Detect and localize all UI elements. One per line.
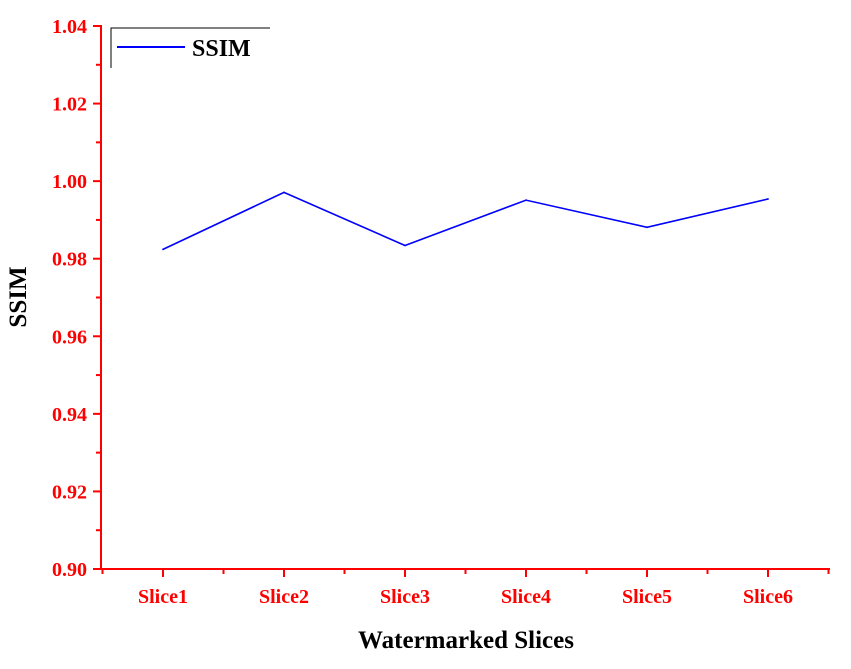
data-point (525, 199, 527, 202)
x-tick-label: Slice5 (622, 586, 672, 608)
y-axis-ticks: 0.90 0.92 0.94 0.96 0.98 1.00 1.02 1.04 (52, 16, 101, 581)
data-point (404, 244, 406, 247)
data-point (646, 226, 648, 229)
x-axis-title: Watermarked Slices (358, 627, 574, 654)
x-tick-label: Slice2 (259, 586, 309, 608)
x-tick-label: Slice6 (743, 586, 793, 608)
y-tick-label: 1.04 (52, 16, 87, 38)
legend-frame (110, 27, 270, 68)
series-line-ssim (162, 191, 769, 251)
data-point (162, 248, 164, 251)
y-tick-label: 0.94 (52, 404, 87, 426)
x-tick-label: Slice4 (501, 586, 551, 608)
y-tick-label: 0.98 (52, 249, 87, 271)
x-tick-label: Slice1 (138, 586, 188, 608)
data-point (767, 198, 769, 200)
y-tick-label: 0.92 (52, 481, 87, 503)
legend: SSIM (110, 27, 270, 68)
y-tick-label: 1.00 (52, 171, 87, 193)
x-tick-label: Slice3 (380, 586, 430, 608)
y-tick-label: 0.96 (52, 326, 87, 348)
legend-label-ssim: SSIM (192, 36, 251, 62)
y-tick-label: 1.02 (52, 94, 87, 116)
y-tick-label: 0.90 (52, 559, 87, 581)
x-axis-ticks: Slice1 Slice2 Slice3 Slice4 Slice5 Slice6 (101, 569, 830, 608)
series-layer (162, 191, 769, 251)
y-axis-title: SSIM (5, 266, 32, 327)
data-point (283, 191, 285, 194)
